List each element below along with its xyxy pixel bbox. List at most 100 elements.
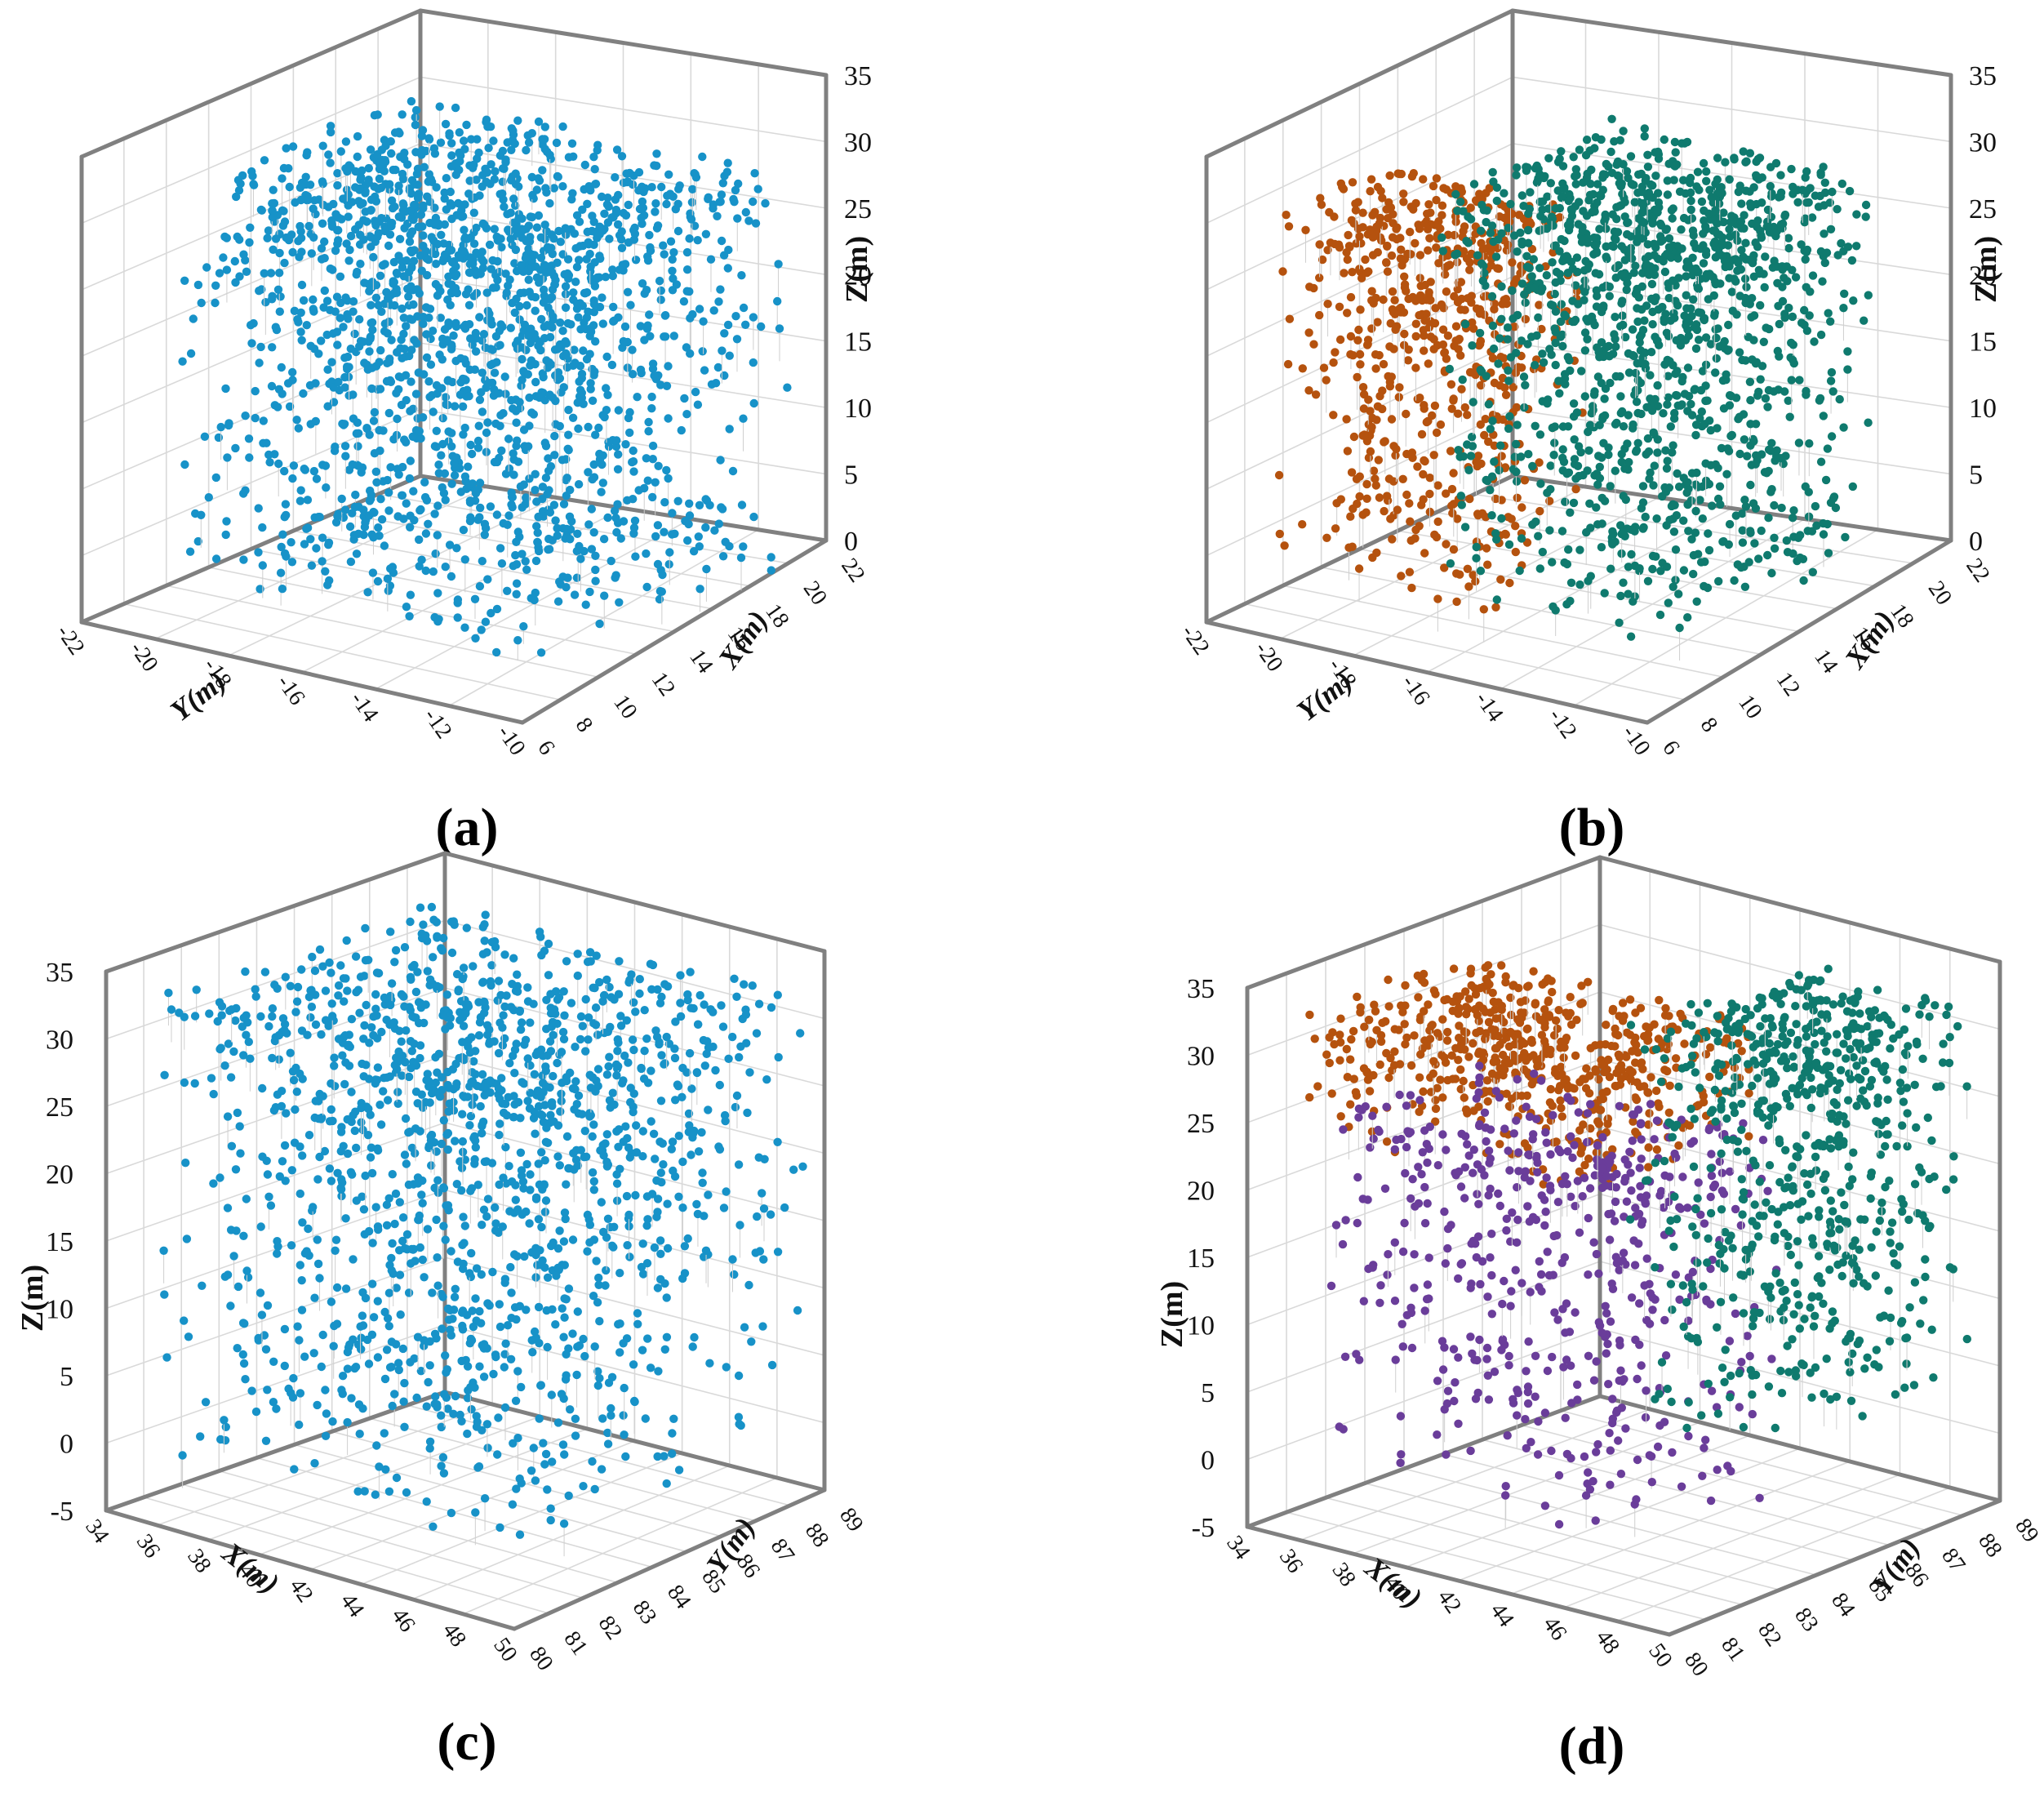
point-0-959 bbox=[490, 225, 499, 234]
point-0-1054 bbox=[497, 559, 507, 568]
point-0-289 bbox=[202, 263, 211, 272]
point-1-893 bbox=[1824, 309, 1833, 318]
point-1-803 bbox=[1494, 359, 1503, 368]
point-0-858 bbox=[477, 388, 486, 397]
point-1-1339 bbox=[1806, 184, 1815, 193]
point-1-1292 bbox=[1668, 214, 1677, 223]
point-1-1089 bbox=[1648, 181, 1657, 190]
point-0-255 bbox=[1449, 396, 1458, 405]
point-0-1336 bbox=[585, 587, 594, 597]
point-0-923 bbox=[589, 308, 598, 317]
point-0-372 bbox=[1392, 444, 1401, 454]
point-0-1026 bbox=[318, 460, 327, 469]
point-0-977 bbox=[668, 266, 677, 275]
point-0-1162 bbox=[326, 127, 335, 137]
point-0-425 bbox=[588, 1457, 597, 1466]
point-1-1327 bbox=[1682, 321, 1691, 330]
point-0-1441 bbox=[482, 428, 491, 438]
point-0-1228 bbox=[688, 185, 697, 194]
point-0-1354 bbox=[200, 432, 210, 441]
point-0-883 bbox=[444, 1107, 453, 1116]
point-1-1216 bbox=[1775, 319, 1784, 329]
point-1-1238 bbox=[1589, 389, 1599, 399]
point-0-1122 bbox=[478, 219, 487, 229]
point-0-110 bbox=[222, 517, 231, 526]
point-0-381 bbox=[1338, 183, 1347, 192]
point-0-1480 bbox=[224, 419, 233, 428]
point-0-1570 bbox=[551, 396, 560, 406]
point-0-785 bbox=[475, 581, 485, 591]
point-0-991 bbox=[689, 547, 699, 556]
point-0-583 bbox=[1397, 308, 1406, 317]
point-1-213 bbox=[1606, 147, 1615, 157]
point-0-907 bbox=[411, 1124, 420, 1133]
point-0-900 bbox=[406, 523, 415, 532]
point-1-266 bbox=[1721, 158, 1730, 167]
point-1-1133 bbox=[1710, 237, 1720, 247]
point-0-316 bbox=[377, 515, 387, 524]
point-0-1837 bbox=[426, 175, 435, 184]
point-0-451 bbox=[383, 1096, 393, 1105]
point-0-463 bbox=[1322, 376, 1331, 385]
point-0-869 bbox=[272, 325, 282, 335]
point-0-1206 bbox=[588, 396, 598, 405]
point-0-547 bbox=[556, 318, 565, 327]
point-1-1355 bbox=[1669, 414, 1679, 423]
point-0-1533 bbox=[343, 352, 353, 362]
point-0-888 bbox=[603, 194, 612, 202]
point-0-104 bbox=[1319, 363, 1329, 372]
point-0-73 bbox=[282, 144, 291, 153]
point-1-1075 bbox=[1763, 403, 1772, 411]
point-0-1294 bbox=[451, 322, 461, 331]
point-1-1223 bbox=[1620, 269, 1629, 278]
point-0-160 bbox=[1375, 350, 1384, 360]
point-0-1412 bbox=[647, 404, 656, 413]
point-1-245 bbox=[1776, 171, 1785, 180]
point-0-1447 bbox=[601, 273, 611, 282]
point-0-496 bbox=[317, 244, 327, 253]
point-0-12 bbox=[1513, 493, 1522, 502]
point-0-1868 bbox=[407, 377, 415, 386]
point-0-1448 bbox=[578, 205, 587, 214]
point-1-1058 bbox=[1646, 294, 1656, 304]
point-0-7 bbox=[674, 1192, 683, 1202]
point-0-46 bbox=[690, 1332, 699, 1342]
point-1-1011 bbox=[1643, 434, 1653, 443]
point-0-572 bbox=[542, 1025, 551, 1034]
point-0-620 bbox=[480, 1494, 490, 1503]
point-0-701 bbox=[472, 176, 481, 185]
point-0-1797 bbox=[442, 336, 451, 345]
point-1-846 bbox=[1479, 206, 1489, 215]
point-0-794 bbox=[469, 239, 479, 248]
point-1-640 bbox=[1771, 158, 1781, 168]
point-0-833 bbox=[549, 184, 558, 193]
point-0-609 bbox=[598, 293, 607, 302]
point-0-899 bbox=[341, 452, 350, 460]
point-0-55 bbox=[1403, 356, 1413, 365]
point-1-716 bbox=[1618, 189, 1627, 198]
point-0-1815 bbox=[371, 216, 380, 225]
point-0-149 bbox=[511, 550, 520, 560]
point-0-557 bbox=[1428, 411, 1437, 420]
point-0-497 bbox=[375, 271, 385, 280]
point-0-174 bbox=[336, 147, 345, 156]
point-0-492 bbox=[633, 1309, 642, 1318]
point-0-162 bbox=[232, 192, 241, 202]
point-1-768 bbox=[1505, 411, 1514, 421]
point-0-194 bbox=[1465, 494, 1474, 504]
point-0-520 bbox=[1315, 240, 1324, 249]
point-1-898 bbox=[1789, 358, 1798, 368]
point-0-711 bbox=[591, 1021, 601, 1030]
point-0-875 bbox=[717, 190, 727, 199]
point-1-473 bbox=[1582, 173, 1592, 182]
point-0-534 bbox=[256, 342, 265, 352]
point-0-754 bbox=[615, 957, 624, 966]
point-0-81 bbox=[1457, 385, 1466, 394]
point-0-1241 bbox=[302, 151, 311, 160]
point-1-732 bbox=[1609, 242, 1618, 251]
point-1-1150 bbox=[1693, 283, 1702, 292]
point-1-1144 bbox=[1746, 199, 1755, 208]
point-0-1739 bbox=[701, 523, 710, 532]
point-1-693 bbox=[1761, 394, 1771, 403]
point-0-830 bbox=[527, 172, 536, 182]
